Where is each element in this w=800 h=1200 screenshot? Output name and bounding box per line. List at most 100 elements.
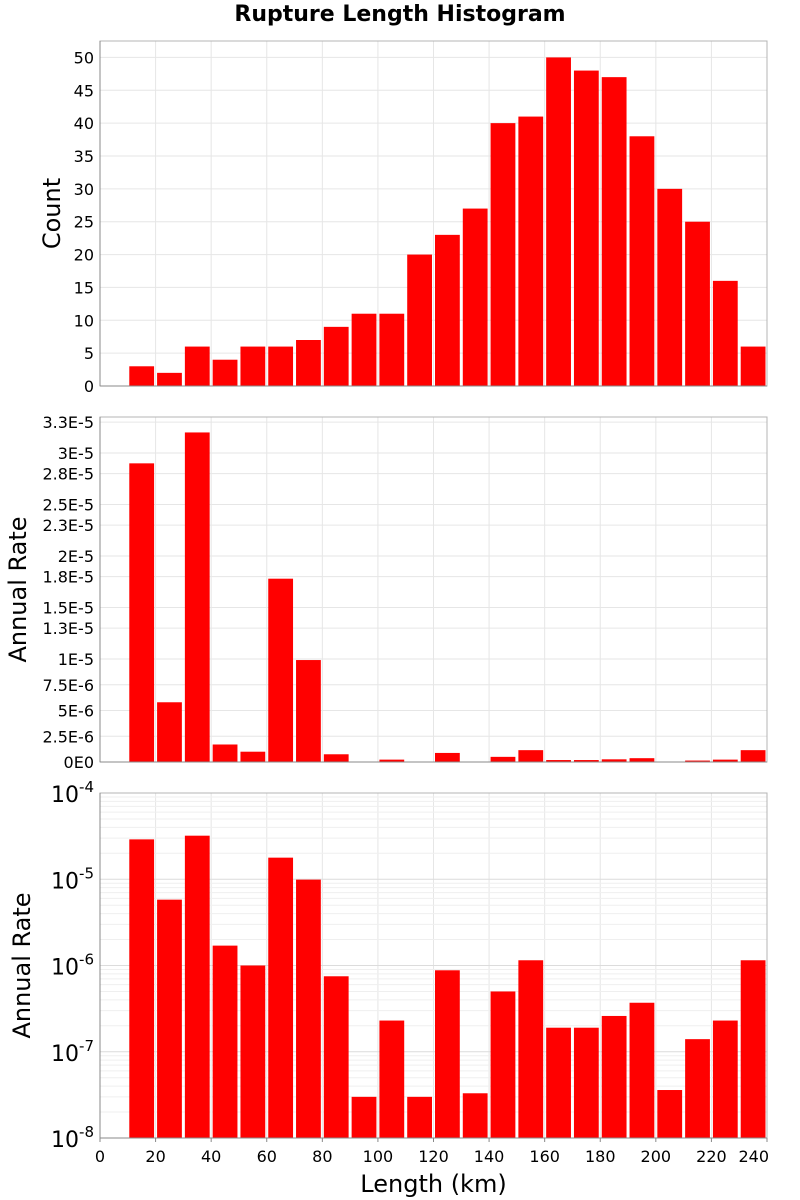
y-tick-label: 15 xyxy=(74,278,94,297)
x-tick-label: 20 xyxy=(145,1147,165,1166)
bar xyxy=(546,57,571,387)
x-tick-label: 40 xyxy=(201,1147,221,1166)
bar xyxy=(546,1027,571,1138)
y-tick-label: 5 xyxy=(84,344,94,363)
y-tick-label: 7.5E-6 xyxy=(42,676,94,695)
y-tick-label: 10-6 xyxy=(51,951,94,981)
bar xyxy=(323,976,349,1138)
bar xyxy=(296,340,321,386)
bar xyxy=(685,221,710,386)
bar xyxy=(184,432,210,762)
y-axis-title: Annual Rate xyxy=(4,516,32,662)
bar xyxy=(296,660,321,762)
bar xyxy=(157,702,182,762)
bar xyxy=(685,1039,710,1138)
bar xyxy=(435,234,460,386)
x-tick-label: 200 xyxy=(641,1147,672,1166)
y-tick-label: 50 xyxy=(74,48,94,67)
y-tick-label: 1E-5 xyxy=(58,650,94,669)
y-tick-label: 40 xyxy=(74,114,94,133)
bar xyxy=(629,1002,655,1138)
bar xyxy=(657,1090,683,1138)
bar xyxy=(268,857,294,1138)
y-tick-label: 2.8E-5 xyxy=(42,465,94,484)
y-tick-label: 35 xyxy=(74,147,94,166)
bar xyxy=(740,750,766,762)
bar xyxy=(212,945,238,1138)
y-tick-label: 10 xyxy=(74,311,94,330)
x-tick-label: 220 xyxy=(696,1147,727,1166)
chart-title: Rupture Length Histogram xyxy=(234,2,566,27)
bar xyxy=(629,136,655,386)
y-tick-label: 25 xyxy=(74,213,94,232)
bar xyxy=(351,1096,377,1138)
bar xyxy=(573,1027,599,1138)
y-tick-label: 10-8 xyxy=(51,1123,94,1153)
x-tick-label: 0 xyxy=(95,1147,105,1166)
y-tick-label: 2.5E-5 xyxy=(42,496,94,515)
y-tick-label: 10-5 xyxy=(51,864,94,894)
x-tick-label: 180 xyxy=(585,1147,616,1166)
y-tick-label: 0E0 xyxy=(64,753,94,772)
y-tick-label: 3E-5 xyxy=(58,444,94,463)
y-tick-label: 2.3E-5 xyxy=(42,516,94,535)
bar xyxy=(435,752,460,762)
y-tick-label: 1.5E-5 xyxy=(42,599,94,618)
bar xyxy=(601,1015,627,1138)
bar xyxy=(212,744,238,762)
panel-3: 10-8 10-7 10-6 10-5 10-4 Annual Rate 0 20 40 60 80… xyxy=(8,778,769,1198)
y-tick-label: 30 xyxy=(74,180,94,199)
bar xyxy=(129,839,155,1138)
bar xyxy=(490,991,516,1138)
panel-1: 0 5 10 15 20 25 30 35 40 45 50 Count xyxy=(38,40,768,396)
bar xyxy=(157,899,182,1138)
bar xyxy=(462,1093,488,1138)
bar xyxy=(212,359,238,386)
y-tick-label: 20 xyxy=(74,246,94,265)
bar xyxy=(435,970,460,1138)
y-tick-label: 3.3E-5 xyxy=(42,413,94,432)
y-tick-label: 45 xyxy=(74,81,94,100)
bar xyxy=(240,346,266,386)
bar xyxy=(657,188,683,386)
bar xyxy=(407,1096,432,1138)
bar xyxy=(240,751,266,762)
bar xyxy=(379,1020,405,1138)
bar xyxy=(518,960,544,1138)
bar xyxy=(184,346,210,386)
y-tick-label: 2.5E-6 xyxy=(42,727,94,746)
bar xyxy=(407,254,432,386)
bar xyxy=(712,1020,738,1138)
bar xyxy=(323,754,349,762)
bar xyxy=(601,759,627,762)
bar xyxy=(712,759,738,762)
bar xyxy=(323,326,349,386)
bar xyxy=(740,346,766,386)
bar xyxy=(296,879,321,1138)
x-tick-label: 100 xyxy=(363,1147,394,1166)
bar xyxy=(157,372,182,386)
x-tick-label: 240 xyxy=(738,1147,769,1166)
x-tick-label: 80 xyxy=(312,1147,332,1166)
bar xyxy=(268,346,294,386)
bar xyxy=(462,208,488,386)
bar xyxy=(351,313,377,386)
y-tick-label: 10-7 xyxy=(51,1037,94,1067)
bar xyxy=(268,578,294,762)
x-tick-label: 120 xyxy=(418,1147,449,1166)
bar xyxy=(129,366,155,386)
y-tick-label: 10-4 xyxy=(51,778,94,808)
x-tick-label: 140 xyxy=(474,1147,505,1166)
bar xyxy=(379,313,405,386)
y-tick-label: 2E-5 xyxy=(58,547,94,566)
bar xyxy=(740,960,766,1138)
bar xyxy=(601,77,627,387)
y-tick-label: 0 xyxy=(84,377,94,396)
x-tick-label: 160 xyxy=(529,1147,560,1166)
y-tick-label: 1.3E-5 xyxy=(42,619,94,638)
y-tick-label: 1.8E-5 xyxy=(42,568,94,587)
x-tick-label: 60 xyxy=(257,1147,277,1166)
y-axis-title: Annual Rate xyxy=(8,892,36,1038)
